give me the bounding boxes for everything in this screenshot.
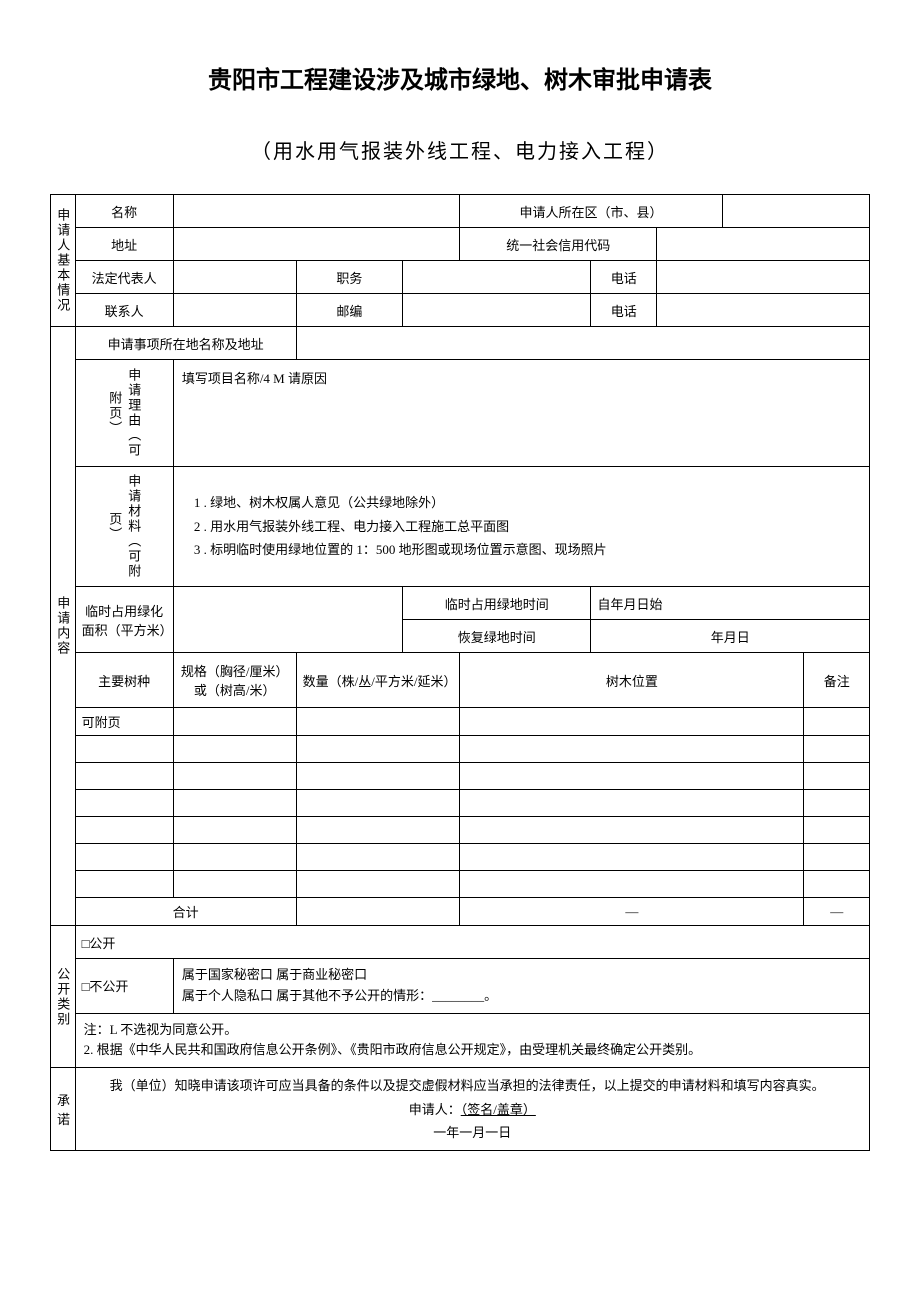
- table-cell[interactable]: [75, 844, 173, 871]
- credit-input[interactable]: [656, 228, 869, 261]
- address-label: 地址: [75, 228, 173, 261]
- credit-label: 统一社会信用代码: [460, 228, 657, 261]
- remark-label: 备注: [804, 653, 870, 708]
- reason-header: 申请理由（可附页）: [75, 360, 173, 467]
- district-input[interactable]: [722, 195, 870, 228]
- table-cell[interactable]: [804, 817, 870, 844]
- name-input[interactable]: [173, 195, 460, 228]
- table-cell[interactable]: [173, 763, 296, 790]
- contact-input[interactable]: [173, 294, 296, 327]
- phone-label-1: 电话: [591, 261, 657, 294]
- table-cell[interactable]: [296, 790, 460, 817]
- total-dash-1: —: [460, 898, 804, 926]
- occupy-time-value[interactable]: 自年月日始: [591, 587, 870, 620]
- restore-time-label: 恢复绿地时间: [403, 620, 591, 653]
- section1-header: 申请人基本情况: [51, 195, 76, 327]
- attach-label: 可附页: [75, 708, 173, 736]
- table-cell[interactable]: [804, 708, 870, 736]
- secret-line-2: 属于个人隐私口 属于其他不予公开的情形：________。: [182, 986, 861, 1007]
- table-cell[interactable]: [804, 871, 870, 898]
- name-label: 名称: [75, 195, 173, 228]
- area-input[interactable]: [173, 587, 402, 653]
- page-subtitle: （用水用气报装外线工程、电力接入工程）: [50, 135, 870, 164]
- table-cell[interactable]: [296, 844, 460, 871]
- table-cell[interactable]: [460, 844, 804, 871]
- form-table: 申请人基本情况 名称 申请人所在区（市、县） 地址 统一社会信用代码 法定代表人…: [50, 194, 870, 1151]
- occupy-time-label: 临时占用绿地时间: [403, 587, 591, 620]
- table-cell[interactable]: [173, 844, 296, 871]
- legal-input[interactable]: [173, 261, 296, 294]
- materials-header: 申请材料（可附页）: [75, 467, 173, 587]
- table-cell[interactable]: [460, 817, 804, 844]
- table-cell[interactable]: [804, 736, 870, 763]
- table-cell[interactable]: [460, 871, 804, 898]
- table-cell[interactable]: [75, 790, 173, 817]
- section2-header: 申请内容: [51, 327, 76, 926]
- position-label: 职务: [296, 261, 402, 294]
- table-cell[interactable]: [804, 790, 870, 817]
- signer-value[interactable]: （签名/盖章）: [461, 1102, 536, 1117]
- legal-label: 法定代表人: [75, 261, 173, 294]
- disclosure-note: 注：L 不选视为同意公开。 2. 根据《中华人民共和国政府信息公开条例》、《贵阳…: [75, 1013, 869, 1068]
- table-cell[interactable]: [460, 763, 804, 790]
- area-label: 临时占用绿化面积（平方米）: [75, 587, 173, 653]
- table-cell[interactable]: [173, 817, 296, 844]
- position-input[interactable]: [403, 261, 591, 294]
- commitment-text: 我（单位）知晓申请该项许可应当具备的条件以及提交虚假材料应当承担的法律责任，以上…: [84, 1074, 861, 1097]
- table-cell[interactable]: [75, 817, 173, 844]
- table-cell[interactable]: [804, 844, 870, 871]
- total-label: 合计: [75, 898, 296, 926]
- table-cell[interactable]: [296, 817, 460, 844]
- total-dash-2: —: [804, 898, 870, 926]
- address-input[interactable]: [173, 228, 460, 261]
- table-cell[interactable]: [804, 763, 870, 790]
- not-open-checkbox[interactable]: □不公开: [75, 959, 173, 1014]
- total-qty[interactable]: [296, 898, 460, 926]
- table-cell[interactable]: [296, 736, 460, 763]
- table-cell[interactable]: [173, 871, 296, 898]
- open-checkbox[interactable]: □公开: [75, 926, 869, 959]
- section3-header: 公开类别: [51, 926, 76, 1068]
- table-cell[interactable]: [173, 736, 296, 763]
- section4-header: 承诺: [51, 1068, 76, 1151]
- table-cell[interactable]: [460, 708, 804, 736]
- secret-line-1: 属于国家秘密口 属于商业秘密口: [182, 965, 861, 986]
- page-title: 贵阳市工程建设涉及城市绿地、树木审批申请表: [50, 60, 870, 95]
- secret-options[interactable]: 属于国家秘密口 属于商业秘密口 属于个人隐私口 属于其他不予公开的情形：____…: [173, 959, 869, 1014]
- signer-label: 申请人：: [409, 1102, 461, 1117]
- district-label: 申请人所在区（市、县）: [460, 195, 722, 228]
- species-label: 主要树种: [75, 653, 173, 708]
- table-cell[interactable]: [296, 871, 460, 898]
- postcode-input[interactable]: [403, 294, 591, 327]
- tree-loc-label: 树木位置: [460, 653, 804, 708]
- phone-input-1[interactable]: [656, 261, 869, 294]
- table-cell[interactable]: [75, 763, 173, 790]
- table-cell[interactable]: [296, 763, 460, 790]
- table-cell[interactable]: [173, 708, 296, 736]
- spec-label: 规格（胸径/厘米）或（树高/米）: [173, 653, 296, 708]
- contact-label: 联系人: [75, 294, 173, 327]
- location-input[interactable]: [296, 327, 869, 360]
- location-label: 申请事项所在地名称及地址: [75, 327, 296, 360]
- reason-text[interactable]: 填写项目名称/4 M 请原因: [173, 360, 869, 467]
- materials-list: 1 . 绿地、树木权属人意见（公共绿地除外） 2 . 用水用气报装外线工程、电力…: [173, 467, 869, 587]
- commitment-cell: 我（单位）知晓申请该项许可应当具备的条件以及提交虚假材料应当承担的法律责任，以上…: [75, 1068, 869, 1151]
- table-cell[interactable]: [75, 736, 173, 763]
- phone-label-2: 电话: [591, 294, 657, 327]
- table-cell[interactable]: [173, 790, 296, 817]
- table-cell[interactable]: [460, 790, 804, 817]
- qty-label: 数量（株/丛/平方米/延米）: [296, 653, 460, 708]
- material-item-2: 2 . 用水用气报装外线工程、电力接入工程施工总平面图: [194, 515, 849, 538]
- commitment-date: 一年一月一日: [84, 1121, 861, 1144]
- material-item-3: 3 . 标明临时使用绿地位置的 1：500 地形图或现场位置示意图、现场照片: [194, 538, 849, 561]
- material-item-1: 1 . 绿地、树木权属人意见（公共绿地除外）: [194, 491, 849, 514]
- restore-time-value[interactable]: 年月日: [591, 620, 870, 653]
- postcode-label: 邮编: [296, 294, 402, 327]
- table-cell[interactable]: [75, 871, 173, 898]
- phone-input-2[interactable]: [656, 294, 869, 327]
- table-cell[interactable]: [460, 736, 804, 763]
- table-cell[interactable]: [296, 708, 460, 736]
